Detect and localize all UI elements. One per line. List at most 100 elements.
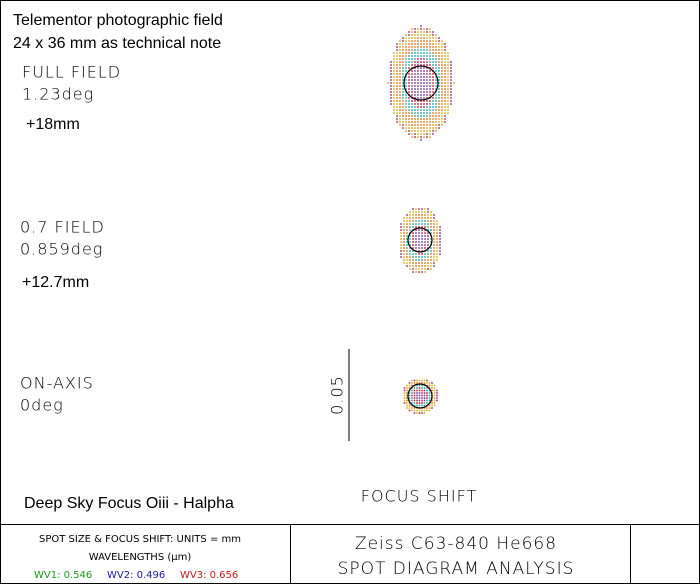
spot-dot — [432, 55, 434, 57]
spot-dot — [438, 73, 440, 75]
spot-dot — [393, 79, 395, 81]
spot-dot — [418, 397, 421, 399]
spot-dot — [429, 85, 431, 87]
spot-dot — [441, 112, 443, 114]
spot-dot — [426, 124, 428, 126]
spot-dot — [399, 76, 401, 78]
spot-dot — [403, 402, 406, 404]
spot-dot — [413, 387, 416, 389]
spot-dot — [412, 259, 414, 261]
spot-dot — [441, 40, 443, 42]
spot-dot — [433, 244, 435, 246]
spot-dot — [408, 73, 410, 75]
spot-dot — [423, 49, 425, 51]
spot-dot — [426, 382, 428, 384]
spot-dot — [420, 109, 422, 111]
spot-dot — [420, 43, 422, 45]
spot-dot — [420, 115, 422, 117]
spot-dot — [428, 392, 431, 394]
spot-dot — [423, 112, 425, 114]
spot-dot — [387, 82, 389, 84]
spot-dot — [402, 106, 404, 108]
spot-dot — [415, 259, 417, 261]
spot-dot — [405, 121, 407, 123]
spot-dot — [427, 217, 429, 219]
spot-dot — [438, 43, 440, 45]
spot-dot — [423, 52, 425, 54]
wavelength: WV2: 0.496 — [107, 570, 165, 581]
spot-dot — [409, 235, 411, 237]
spot-dot — [426, 387, 428, 389]
spot-dot — [393, 85, 395, 87]
spot-dot — [420, 28, 422, 30]
spot-dot — [411, 397, 413, 399]
field-name: ON-AXIS — [20, 374, 94, 393]
spot-dot — [405, 85, 407, 87]
spot-dot — [420, 91, 422, 93]
spot-dot — [447, 82, 449, 84]
spot-dot — [393, 76, 395, 78]
title: Telementor photographic field — [13, 12, 223, 29]
spot-dot — [429, 55, 431, 57]
spot-dot — [402, 79, 404, 81]
spot-dot — [435, 85, 437, 87]
spot-dot — [405, 34, 407, 36]
spot-dot — [436, 253, 438, 255]
spot-dot — [420, 40, 422, 42]
spot-dot — [414, 34, 416, 36]
spot-dot — [432, 31, 434, 33]
spot-dot — [431, 407, 433, 409]
spot-dot — [426, 392, 428, 394]
spot-dot — [435, 97, 437, 99]
spot-dot — [431, 389, 433, 392]
spot-dot — [421, 412, 423, 414]
spot-dot — [444, 97, 446, 99]
spot-dot — [406, 226, 408, 228]
spot-dot — [421, 382, 423, 384]
spot-dot — [438, 109, 440, 111]
spot-dot — [427, 268, 429, 270]
spot-dot — [421, 265, 423, 267]
spot-dot — [417, 43, 419, 45]
spot-dot — [433, 265, 435, 267]
spot-dot — [415, 253, 417, 255]
spot-dot — [438, 85, 440, 87]
spot-dot — [426, 55, 428, 57]
spot-dot — [429, 127, 431, 129]
spot-dot — [409, 217, 411, 219]
spot-dot — [435, 124, 437, 126]
spot-dot — [426, 94, 428, 96]
spot-dot — [441, 79, 443, 81]
spot-dot — [403, 229, 405, 231]
spot-dot — [415, 271, 417, 273]
spot-dot — [415, 256, 417, 258]
spot-dot — [430, 226, 432, 228]
spot-dot — [420, 25, 422, 27]
spot-dot — [444, 103, 446, 105]
spot-dot — [435, 43, 437, 45]
spot-dot — [411, 407, 413, 409]
spot-dot — [405, 58, 407, 60]
spot-dot — [426, 37, 428, 39]
spot-dot — [406, 399, 408, 402]
spot-dot — [435, 58, 437, 60]
spot-dot — [438, 103, 440, 105]
spot-dot — [433, 232, 435, 234]
spot-dot — [436, 392, 438, 394]
spot-dot — [421, 214, 423, 216]
spot-dot — [441, 46, 443, 48]
spot-dot — [403, 217, 405, 219]
spot-dot — [403, 387, 406, 389]
spot-dot — [447, 100, 449, 102]
spot-dot — [413, 389, 416, 392]
spot-dot — [411, 28, 413, 30]
spot-dot — [435, 82, 437, 84]
spot-dot — [411, 384, 413, 387]
spot-dot — [409, 241, 411, 243]
spot-dot — [444, 43, 446, 45]
spot-dot — [421, 262, 423, 264]
spot-dot — [399, 91, 401, 93]
spot-dot — [399, 82, 401, 84]
spot-dot — [432, 100, 434, 102]
spot-dot — [435, 127, 437, 129]
